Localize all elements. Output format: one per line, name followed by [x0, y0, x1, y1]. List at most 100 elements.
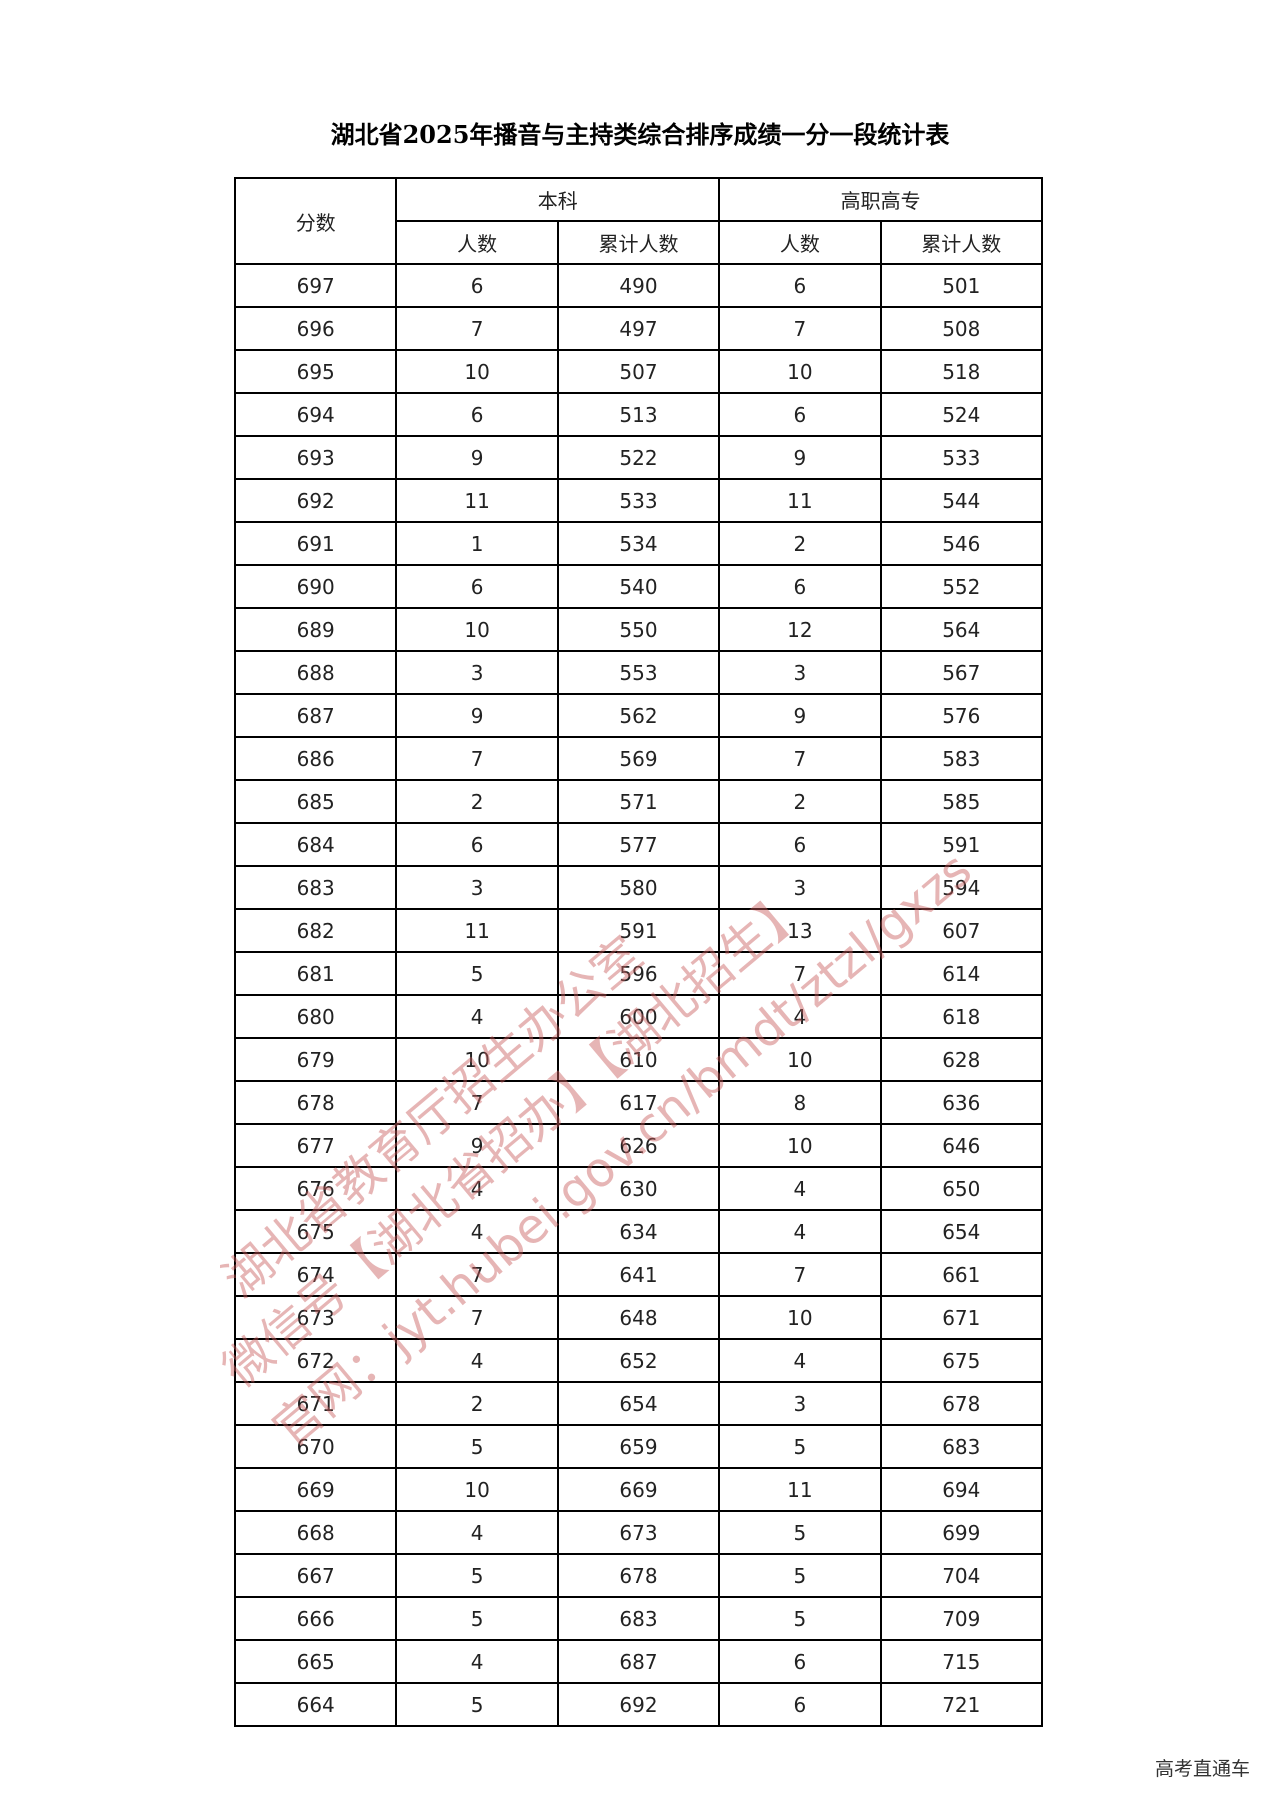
cell-undergrad-count: 6: [395, 392, 559, 437]
cell-undergrad-count: 1: [395, 521, 559, 566]
cell-vocational-cumulative: 709: [879, 1596, 1044, 1641]
cell-vocational-cumulative: 546: [879, 521, 1044, 566]
table-row: 696 7 497 7 508: [233, 306, 1044, 351]
footer-brand: 高考直通车: [1154, 1758, 1250, 1780]
table-row: 681 5 596 7 614: [233, 951, 1044, 996]
cell-score: 683: [233, 865, 398, 910]
cell-undergrad-count: 4: [395, 1639, 559, 1684]
header-vocational: 高职高专: [718, 177, 1043, 222]
table-row: 667 5 678 5 704: [233, 1553, 1044, 1598]
cell-vocational-count: 5: [718, 1553, 882, 1598]
cell-undergrad-cumulative: 553: [556, 650, 721, 695]
cell-score: 670: [233, 1424, 398, 1469]
table-row: 669 10 669 11 694: [233, 1467, 1044, 1512]
cell-undergrad-cumulative: 569: [556, 736, 721, 781]
cell-vocational-cumulative: 618: [879, 994, 1044, 1039]
table-row: 668 4 673 5 699: [233, 1510, 1044, 1555]
table-row: 697 6 490 6 501: [233, 263, 1044, 308]
table-row: 686 7 569 7 583: [233, 736, 1044, 781]
cell-vocational-cumulative: 594: [879, 865, 1044, 910]
cell-undergrad-count: 9: [395, 435, 559, 480]
cell-vocational-cumulative: 576: [879, 693, 1044, 738]
cell-undergrad-cumulative: 580: [556, 865, 721, 910]
cell-score: 688: [233, 650, 398, 695]
table-row: 682 11 591 13 607: [233, 908, 1044, 953]
cell-score: 680: [233, 994, 398, 1039]
cell-vocational-cumulative: 636: [879, 1080, 1044, 1125]
table-row: 672 4 652 4 675: [233, 1338, 1044, 1383]
cell-vocational-count: 9: [718, 435, 882, 480]
cell-undergrad-cumulative: 617: [556, 1080, 721, 1125]
cell-undergrad-cumulative: 600: [556, 994, 721, 1039]
cell-vocational-count: 5: [718, 1424, 882, 1469]
table-row: 674 7 641 7 661: [233, 1252, 1044, 1297]
cell-vocational-cumulative: 715: [879, 1639, 1044, 1684]
cell-undergrad-count: 11: [395, 908, 559, 953]
header-score: 分数: [233, 177, 398, 265]
cell-undergrad-count: 10: [395, 349, 559, 394]
cell-undergrad-cumulative: 626: [556, 1123, 721, 1168]
cell-vocational-cumulative: 661: [879, 1252, 1044, 1297]
cell-undergrad-count: 4: [395, 994, 559, 1039]
cell-undergrad-count: 5: [395, 1553, 559, 1598]
table-row: 685 2 571 2 585: [233, 779, 1044, 824]
cell-vocational-count: 10: [718, 1123, 882, 1168]
cell-undergrad-count: 6: [395, 263, 559, 308]
cell-undergrad-cumulative: 562: [556, 693, 721, 738]
cell-undergrad-count: 4: [395, 1166, 559, 1211]
cell-undergrad-cumulative: 591: [556, 908, 721, 953]
cell-vocational-cumulative: 508: [879, 306, 1044, 351]
cell-score: 690: [233, 564, 398, 609]
cell-vocational-count: 2: [718, 779, 882, 824]
cell-score: 693: [233, 435, 398, 480]
cell-undergrad-count: 5: [395, 951, 559, 996]
cell-undergrad-count: 7: [395, 306, 559, 351]
cell-vocational-cumulative: 518: [879, 349, 1044, 394]
cell-undergrad-count: 9: [395, 1123, 559, 1168]
cell-score: 672: [233, 1338, 398, 1383]
cell-score: 687: [233, 693, 398, 738]
cell-vocational-cumulative: 650: [879, 1166, 1044, 1211]
cell-vocational-count: 4: [718, 1209, 882, 1254]
cell-vocational-cumulative: 544: [879, 478, 1044, 523]
cell-vocational-cumulative: 628: [879, 1037, 1044, 1082]
cell-undergrad-count: 10: [395, 1467, 559, 1512]
cell-vocational-cumulative: 591: [879, 822, 1044, 867]
cell-undergrad-cumulative: 630: [556, 1166, 721, 1211]
cell-score: 677: [233, 1123, 398, 1168]
cell-undergrad-cumulative: 550: [556, 607, 721, 652]
cell-undergrad-cumulative: 678: [556, 1553, 721, 1598]
table-body: 697 6 490 6 501 696 7 497 7 508 695 10 507 10 518 694 6 5…: [233, 263, 1044, 1727]
cell-undergrad-count: 4: [395, 1510, 559, 1555]
cell-score: 692: [233, 478, 398, 523]
cell-vocational-count: 10: [718, 1037, 882, 1082]
cell-undergrad-count: 4: [395, 1209, 559, 1254]
cell-undergrad-count: 10: [395, 1037, 559, 1082]
cell-score: 689: [233, 607, 398, 652]
table-row: 673 7 648 10 671: [233, 1295, 1044, 1340]
table-row: 666 5 683 5 709: [233, 1596, 1044, 1641]
cell-vocational-count: 6: [718, 822, 882, 867]
cell-undergrad-count: 7: [395, 1295, 559, 1340]
cell-score: 696: [233, 306, 398, 351]
cell-vocational-cumulative: 585: [879, 779, 1044, 824]
cell-vocational-count: 12: [718, 607, 882, 652]
cell-vocational-count: 4: [718, 1338, 882, 1383]
table-row: 687 9 562 9 576: [233, 693, 1044, 738]
cell-undergrad-count: 7: [395, 736, 559, 781]
cell-score: 664: [233, 1682, 398, 1727]
cell-undergrad-cumulative: 533: [556, 478, 721, 523]
table-row: 680 4 600 4 618: [233, 994, 1044, 1039]
cell-score: 667: [233, 1553, 398, 1598]
cell-undergrad-count: 2: [395, 1381, 559, 1426]
cell-undergrad-cumulative: 673: [556, 1510, 721, 1555]
table-row: 678 7 617 8 636: [233, 1080, 1044, 1125]
cell-score: 668: [233, 1510, 398, 1555]
cell-vocational-count: 10: [718, 349, 882, 394]
table-row: 671 2 654 3 678: [233, 1381, 1044, 1426]
table-row: 689 10 550 12 564: [233, 607, 1044, 652]
cell-vocational-cumulative: 524: [879, 392, 1044, 437]
cell-undergrad-cumulative: 497: [556, 306, 721, 351]
cell-score: 684: [233, 822, 398, 867]
cell-score: 679: [233, 1037, 398, 1082]
